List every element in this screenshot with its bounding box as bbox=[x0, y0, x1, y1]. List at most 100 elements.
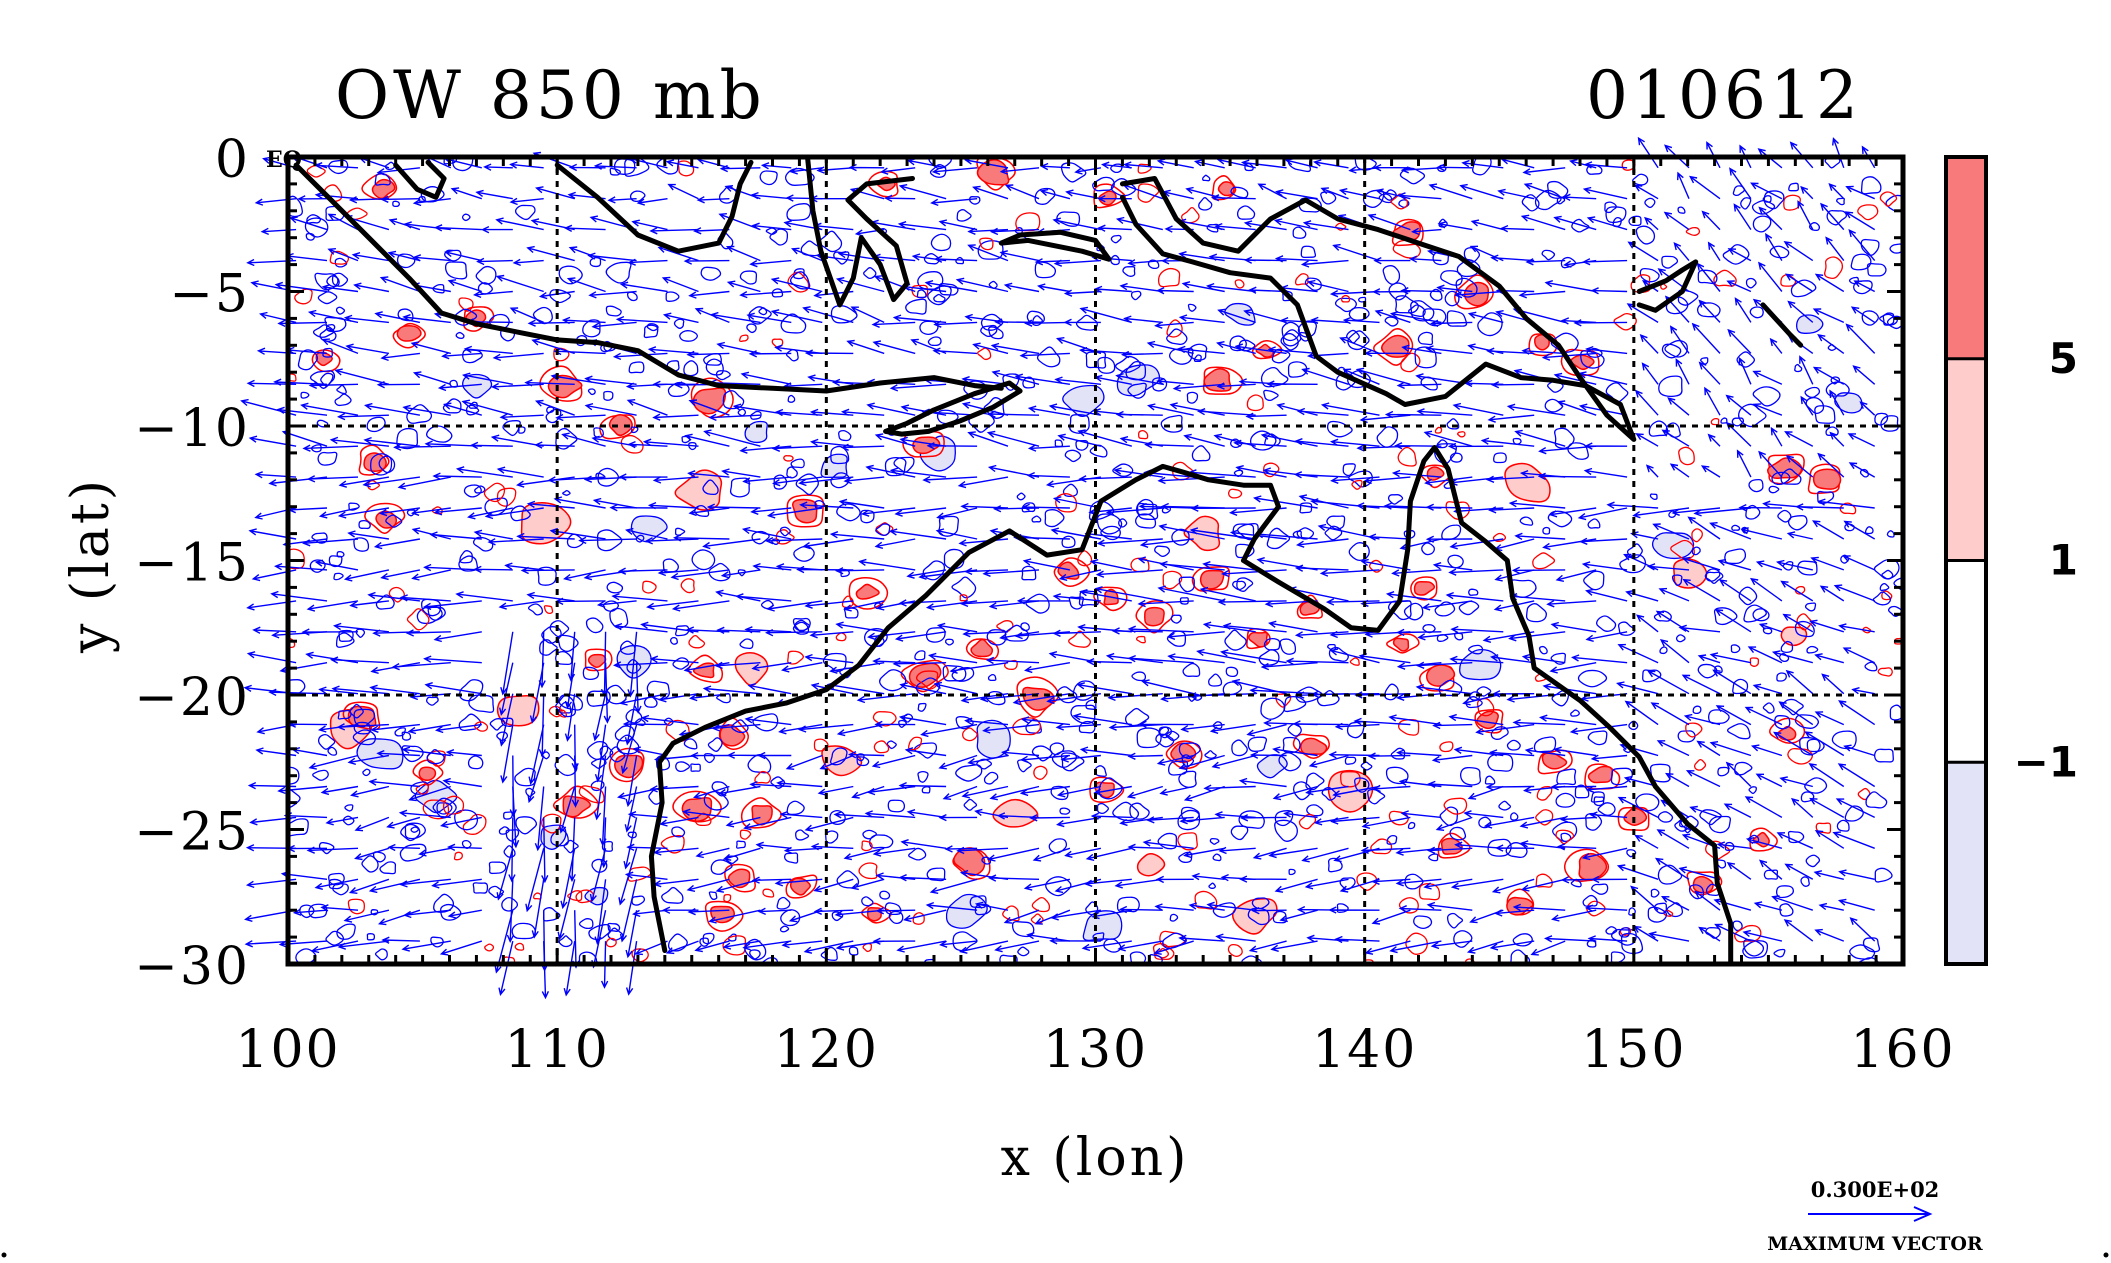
wind-vector bbox=[350, 785, 390, 798]
negative-ow-contour bbox=[443, 157, 458, 165]
strong-positive-ow-patch bbox=[1144, 606, 1165, 627]
negative-ow-contour bbox=[673, 318, 685, 329]
positive-ow-contour bbox=[1532, 552, 1556, 570]
negative-ow-contour bbox=[1209, 837, 1220, 845]
wind-vector bbox=[1569, 159, 1597, 169]
wind-vector bbox=[584, 403, 637, 416]
wind-vector bbox=[588, 290, 637, 299]
wind-vector bbox=[1329, 438, 1380, 447]
wind-vector bbox=[1685, 770, 1721, 788]
wind-vector bbox=[1776, 832, 1814, 849]
negative-ow-contour bbox=[362, 768, 371, 777]
negative-ow-contour bbox=[1490, 726, 1509, 740]
negative-ow-contour bbox=[1567, 442, 1589, 460]
wind-vector bbox=[1097, 224, 1132, 232]
wind-vector bbox=[1508, 631, 1566, 642]
negative-ow-contour bbox=[1762, 627, 1773, 635]
wind-vector bbox=[1095, 569, 1163, 578]
wind-vector bbox=[320, 904, 359, 912]
wind-vector bbox=[740, 371, 792, 385]
wind-vector bbox=[1548, 507, 1597, 518]
negative-ow-contour bbox=[554, 753, 578, 777]
negative-ow-contour bbox=[1348, 542, 1370, 562]
negative-ow-contour bbox=[1510, 812, 1519, 821]
wind-vector bbox=[1400, 287, 1442, 295]
wind-vector bbox=[1499, 224, 1535, 233]
negative-ow-contour bbox=[1233, 469, 1244, 477]
wind-vector bbox=[337, 507, 390, 519]
wind-vector bbox=[423, 655, 482, 664]
wind-vector bbox=[1491, 878, 1535, 894]
negative-ow-contour bbox=[929, 164, 947, 178]
wind-vector bbox=[1039, 188, 1071, 200]
wind-vector bbox=[1425, 535, 1473, 543]
x-tick-label: 130 bbox=[1043, 1020, 1148, 1080]
negative-ow-contour bbox=[1390, 747, 1406, 760]
wind-vector bbox=[1245, 412, 1287, 420]
wind-vector bbox=[1449, 538, 1504, 550]
negative-ow-contour bbox=[1326, 515, 1346, 530]
wind-vector bbox=[432, 472, 482, 480]
wind-vector bbox=[1698, 926, 1721, 942]
wind-vector bbox=[1758, 622, 1783, 633]
negative-ow-contour bbox=[558, 265, 583, 285]
wind-vector bbox=[1217, 598, 1287, 606]
wind-vector bbox=[1332, 243, 1380, 262]
wind-vector bbox=[634, 662, 642, 714]
wind-vector bbox=[710, 311, 761, 324]
wind-vector bbox=[376, 749, 420, 758]
wind-vector bbox=[627, 440, 668, 449]
negative-ow-contour bbox=[1075, 440, 1089, 451]
wind-vector bbox=[410, 341, 451, 355]
negative-ow-contour bbox=[671, 826, 686, 838]
negative-ow-contour bbox=[1866, 262, 1887, 277]
wind-vector bbox=[1178, 251, 1225, 262]
wind-vector bbox=[1758, 450, 1783, 478]
negative-ow-contour bbox=[786, 466, 798, 479]
positive-ow-contour bbox=[1138, 430, 1149, 440]
wind-vector bbox=[875, 872, 916, 880]
wind-vector bbox=[755, 841, 792, 849]
negative-ow-contour bbox=[328, 878, 344, 890]
negative-ow-contour bbox=[749, 949, 761, 960]
negative-ow-contour bbox=[707, 737, 723, 752]
wind-vector bbox=[938, 754, 978, 770]
positive-ow-outer-contour bbox=[1202, 366, 1244, 395]
wind-vector bbox=[1157, 476, 1225, 485]
wind-vector bbox=[1079, 346, 1132, 355]
wind-vector bbox=[1714, 608, 1752, 633]
wind-vector bbox=[463, 345, 513, 355]
wind-vector bbox=[1541, 352, 1597, 361]
wind-vector bbox=[564, 662, 576, 710]
tick-marks bbox=[286, 155, 1905, 966]
wind-vector bbox=[843, 847, 885, 861]
negative-ow-contour bbox=[1413, 915, 1433, 930]
wind-vector bbox=[1487, 414, 1535, 423]
wind-vector bbox=[1648, 931, 1690, 942]
wind-vector bbox=[687, 470, 730, 478]
negative-ow-patch bbox=[1459, 649, 1502, 681]
colorbar: −115 bbox=[1944, 155, 2078, 966]
wind-vector bbox=[1553, 215, 1597, 231]
wind-vector bbox=[1809, 619, 1845, 633]
wind-vector bbox=[1749, 577, 1783, 602]
wind-vector bbox=[1115, 216, 1163, 231]
negative-ow-contour bbox=[856, 753, 865, 762]
negative-ow-contour bbox=[1231, 739, 1248, 757]
wind-vector bbox=[1480, 437, 1535, 447]
wind-vector bbox=[1191, 872, 1225, 881]
wind-vector bbox=[1395, 847, 1442, 856]
negative-ow-contour bbox=[980, 324, 998, 338]
wind-vector bbox=[1445, 591, 1504, 602]
negative-ow-contour bbox=[317, 734, 336, 750]
wind-vector bbox=[1485, 783, 1535, 791]
wind-vector bbox=[431, 878, 482, 889]
negative-ow-contour bbox=[525, 787, 536, 798]
positive-ow-contour bbox=[962, 727, 978, 742]
wind-vector bbox=[1523, 182, 1566, 200]
wind-vector bbox=[1454, 841, 1504, 849]
wind-vector bbox=[1342, 368, 1380, 385]
negative-ow-contour bbox=[1201, 174, 1211, 182]
wind-vector bbox=[1416, 408, 1473, 416]
wind-vector bbox=[1494, 909, 1535, 917]
